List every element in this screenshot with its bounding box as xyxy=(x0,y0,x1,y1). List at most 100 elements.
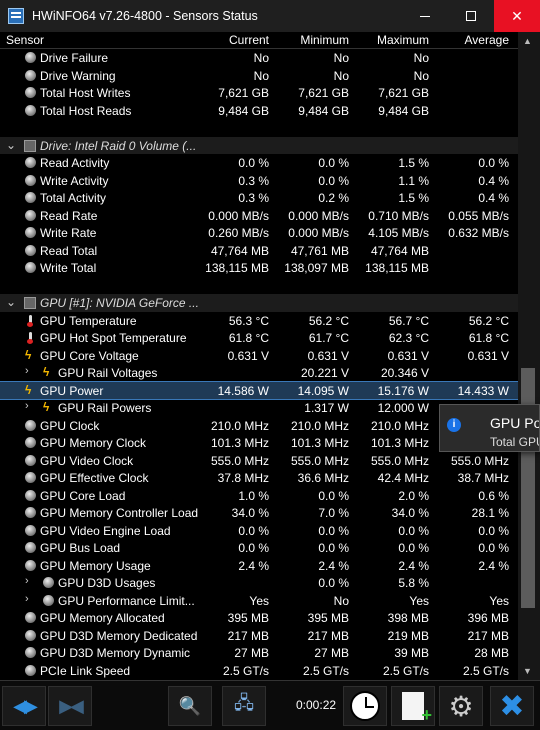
sensor-row[interactable]: GPU D3D Memory Dynamic 27 MB 27 MB 39 MB 28 … xyxy=(0,644,518,662)
sensor-label: Write Rate xyxy=(40,226,96,240)
sensor-row[interactable]: GPU Hot Spot Temperature 61.8 °C 61.7 °C 62… xyxy=(0,329,518,347)
sensor-row[interactable]: GPU Memory Usage 2.4 % 2.4 % 2.4 % 2.4 % xyxy=(0,557,518,575)
sensor-row[interactable]: GPU Video Engine Load 0.0 % 0.0 % 0.0 % 0.0 … xyxy=(0,522,518,540)
maximum-value: 555.0 MHz xyxy=(371,454,429,468)
average-value: 61.8 °C xyxy=(469,331,509,345)
header-sensor[interactable]: Sensor xyxy=(6,33,44,47)
sensor-row[interactable]: Total Host Reads 9,484 GB 9,484 GB 9,484 GB xyxy=(0,102,518,120)
sensor-row[interactable]: › GPU D3D Usages 0.0 % 5.8 % xyxy=(0,574,518,592)
minimum-value: 0.000 MB/s xyxy=(288,226,349,240)
logging-button[interactable] xyxy=(391,686,435,726)
maximum-value: 219 MB xyxy=(388,629,429,643)
maximum-value: 1.1 % xyxy=(398,174,429,188)
sensor-dot-icon xyxy=(25,175,36,186)
average-value: 0.055 MB/s xyxy=(448,209,509,223)
header-average[interactable]: Average xyxy=(465,33,509,47)
sensor-row[interactable]: › GPU Performance Limit... Yes No Yes Yes xyxy=(0,592,518,610)
collapse-button[interactable]: ▶◀ xyxy=(48,686,92,726)
minimum-value: 0.000 MB/s xyxy=(288,209,349,223)
sensor-row[interactable]: Drive Warning No No No xyxy=(0,67,518,85)
sensor-row[interactable]: Total Activity 0.3 % 0.2 % 1.5 % 0.4 % xyxy=(0,189,518,207)
window-title: HWiNFO64 v7.26-4800 - Sensors Status xyxy=(32,9,402,23)
load-dot-icon xyxy=(43,595,54,606)
sensor-row[interactable]: GPU Temperature 56.3 °C 56.2 °C 56.7 °C 56.2… xyxy=(0,312,518,330)
minimum-value: No xyxy=(334,594,349,608)
sensor-label: GPU Performance Limit... xyxy=(58,594,195,608)
vertical-scrollbar[interactable]: ▲ ▼ xyxy=(518,32,540,680)
sensor-row[interactable]: PCIe Link Speed 2.5 GT/s 2.5 GT/s 2.5 GT/s 2… xyxy=(0,662,518,680)
sensor-label: GPU Power xyxy=(40,384,103,398)
current-value: 0.3 % xyxy=(238,174,269,188)
sensor-row[interactable]: Total Host Writes 7,621 GB 7,621 GB 7,621 G… xyxy=(0,84,518,102)
current-value: 0.3 % xyxy=(238,191,269,205)
network-button[interactable]: 🖧 xyxy=(222,686,266,726)
sensor-row[interactable]: › ϟ GPU Rail Voltages 20.221 V 20.346 V xyxy=(0,364,518,382)
maximize-button[interactable] xyxy=(448,0,494,32)
reset-clock-button[interactable] xyxy=(343,686,387,726)
header-current[interactable]: Current xyxy=(229,33,269,47)
current-value: 2.4 % xyxy=(238,559,269,573)
sensor-row[interactable]: GPU Memory Controller Load 34.0 % 7.0 % 34.… xyxy=(0,504,518,522)
sensor-row[interactable]: Read Activity 0.0 % 0.0 % 1.5 % 0.0 % xyxy=(0,154,518,172)
minimize-button[interactable] xyxy=(402,0,448,32)
minimum-value: 2.4 % xyxy=(318,559,349,573)
group-label: Drive: Intel Raid 0 Volume (... xyxy=(40,139,196,153)
sensor-row[interactable]: Read Total 47,764 MB 47,761 MB 47,764 MB xyxy=(0,242,518,260)
sensor-dot-icon xyxy=(25,52,36,63)
maximum-value: 20.346 V xyxy=(381,366,429,380)
chevron-right-icon[interactable]: › xyxy=(25,400,37,412)
sensor-dot-icon xyxy=(25,157,36,168)
sensor-row[interactable]: GPU Effective Clock 37.8 MHz 36.6 MHz 42.4 … xyxy=(0,469,518,487)
network-computers-icon: 🖧 xyxy=(234,691,254,721)
sensor-search-button[interactable]: 🔍 xyxy=(168,686,212,726)
chevron-right-icon[interactable]: › xyxy=(25,575,37,587)
tooltip-popup: i GPU Power Total GPU Power xyxy=(439,404,540,452)
expand-button[interactable]: ◀▶ xyxy=(2,686,46,726)
sensor-row[interactable]: Read Rate 0.000 MB/s 0.000 MB/s 0.710 MB/s 0… xyxy=(0,207,518,225)
maximum-value: 12.000 W xyxy=(378,401,429,415)
header-minimum[interactable]: Minimum xyxy=(300,33,349,47)
close-sensors-button[interactable]: ✖ xyxy=(490,686,534,726)
sensor-row[interactable]: Drive Failure No No No xyxy=(0,49,518,67)
left-right-arrows-icon: ◀▶ xyxy=(13,696,35,717)
scroll-down-icon[interactable]: ▼ xyxy=(523,666,532,676)
sensor-label: GPU Temperature xyxy=(40,314,137,328)
sensor-row[interactable]: Write Rate 0.260 MB/s 0.000 MB/s 4.105 MB/s… xyxy=(0,224,518,242)
header-maximum[interactable]: Maximum xyxy=(377,33,429,47)
memory-dot-icon xyxy=(25,630,36,641)
close-button[interactable]: ✕ xyxy=(494,0,540,32)
settings-button[interactable]: ⚙ xyxy=(439,686,483,726)
sensor-row[interactable]: GPU Video Clock 555.0 MHz 555.0 MHz 555.0 M… xyxy=(0,452,518,470)
sensor-row[interactable]: GPU Bus Load 0.0 % 0.0 % 0.0 % 0.0 % xyxy=(0,539,518,557)
sensor-dot-icon xyxy=(25,245,36,256)
sensor-row[interactable]: GPU Memory Allocated 395 MB 395 MB 398 MB 39… xyxy=(0,609,518,627)
current-value: 27 MB xyxy=(234,646,269,660)
load-dot-icon xyxy=(25,525,36,536)
sensor-row[interactable]: GPU D3D Memory Dedicated 217 MB 217 MB 219 … xyxy=(0,627,518,645)
scroll-up-icon[interactable]: ▲ xyxy=(523,36,532,46)
sensor-row[interactable]: Write Activity 0.3 % 0.0 % 1.1 % 0.4 % xyxy=(0,172,518,190)
sensor-row[interactable]: GPU Core Load 1.0 % 0.0 % 2.0 % 0.6 % xyxy=(0,487,518,505)
lightning-icon: ϟ xyxy=(43,367,54,378)
clock-dot-icon xyxy=(25,420,36,431)
current-value: 555.0 MHz xyxy=(211,454,269,468)
chevron-right-icon[interactable]: › xyxy=(25,365,37,377)
chevron-down-icon[interactable]: ⌄ xyxy=(6,295,16,309)
sensor-row[interactable]: ϟ GPU Power 14.586 W 14.095 W 15.176 W 14.433… xyxy=(0,382,518,400)
sensor-group-header[interactable]: ⌄ Drive: Intel Raid 0 Volume (... xyxy=(0,137,518,155)
current-value: 14.586 W xyxy=(218,384,269,398)
sensor-row[interactable]: ϟ GPU Core Voltage 0.631 V 0.631 V 0.631 V 0.… xyxy=(0,347,518,365)
sensor-group-header[interactable]: ⌄ GPU [#1]: NVIDIA GeForce ... xyxy=(0,294,518,312)
sensor-row[interactable]: Write Total 138,115 MB 138,097 MB 138,115 M… xyxy=(0,259,518,277)
current-value: 34.0 % xyxy=(232,506,269,520)
current-value: 1.0 % xyxy=(238,489,269,503)
sensor-label: GPU D3D Memory Dynamic xyxy=(40,646,190,660)
sensor-list[interactable]: Drive Failure No No No Drive Warning No No No To… xyxy=(0,49,518,680)
chevron-down-icon[interactable]: ⌄ xyxy=(6,138,16,152)
chevron-right-icon[interactable]: › xyxy=(25,593,37,605)
maximum-value: 398 MB xyxy=(388,611,429,625)
sensor-label: Drive Failure xyxy=(40,51,108,65)
hwinfo-app-icon[interactable] xyxy=(8,8,24,24)
maximum-value: 0.631 V xyxy=(388,349,429,363)
average-value: 217 MB xyxy=(468,629,509,643)
